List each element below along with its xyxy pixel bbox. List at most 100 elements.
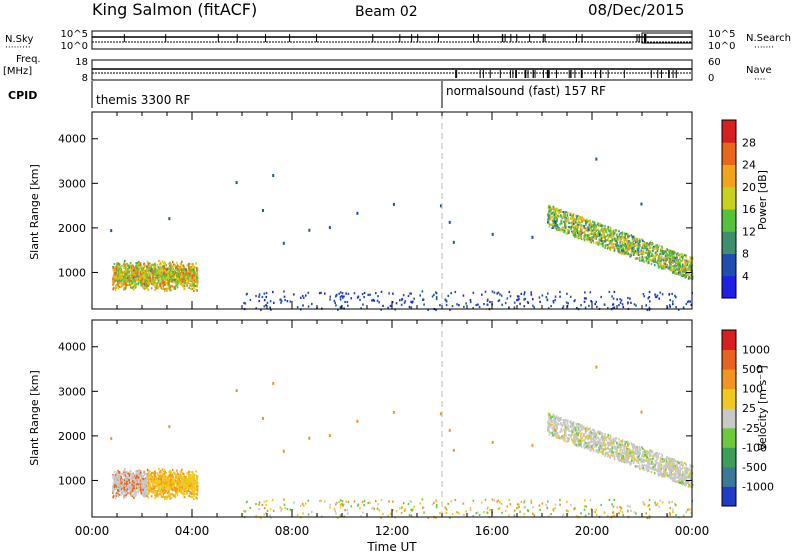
power-cell xyxy=(284,299,286,301)
velocity-cell xyxy=(175,477,177,479)
power-cell xyxy=(246,293,248,295)
velocity-cell xyxy=(120,494,122,496)
velocity-cell xyxy=(121,485,123,487)
power-cell xyxy=(166,268,168,270)
power-cell xyxy=(114,263,116,265)
power-cell xyxy=(594,237,596,239)
power-cell xyxy=(626,240,628,242)
velocity-cell xyxy=(125,487,127,489)
power-cell-isolated xyxy=(168,217,170,220)
nave-tick-low: 0 xyxy=(708,73,714,84)
power-cell xyxy=(661,250,663,252)
velocity-cell xyxy=(188,487,190,489)
power-cell xyxy=(607,239,609,241)
velocity-cell xyxy=(166,476,168,478)
power-cell xyxy=(547,299,549,301)
power-cell xyxy=(329,296,331,298)
power-cell xyxy=(621,299,623,301)
power-cell xyxy=(530,291,532,293)
power-cell xyxy=(600,243,602,245)
power-cell xyxy=(112,288,114,290)
power-cell xyxy=(596,242,598,244)
power-cell xyxy=(245,302,247,304)
power-cell xyxy=(646,259,648,261)
power-cell xyxy=(452,305,454,307)
power-cell xyxy=(130,265,132,267)
power-cell xyxy=(182,272,184,274)
power-cell xyxy=(618,245,620,247)
power-cell xyxy=(506,297,508,299)
velocity-cell xyxy=(158,482,160,484)
power-cell xyxy=(574,227,576,229)
power-cell xyxy=(589,219,591,221)
power-cell xyxy=(620,251,622,253)
power-cell xyxy=(633,248,635,250)
power-cell xyxy=(679,256,681,258)
power-cell xyxy=(593,231,595,233)
power-cell xyxy=(410,293,412,295)
power-cell xyxy=(187,275,189,277)
velocity-cell xyxy=(159,491,161,493)
colorbar-swatch xyxy=(722,187,736,210)
power-cell xyxy=(548,210,550,212)
power-cell xyxy=(191,272,193,274)
velocity-cell xyxy=(134,491,136,493)
power-cell xyxy=(169,286,171,288)
power-cell xyxy=(679,268,681,270)
power-cell xyxy=(138,262,140,264)
power-cell xyxy=(672,261,674,263)
power-cell xyxy=(650,243,652,245)
power-cell xyxy=(369,294,371,296)
power-cell xyxy=(635,237,637,239)
velocity-cell xyxy=(162,482,164,484)
power-cell xyxy=(592,221,594,223)
power-cell xyxy=(527,301,529,303)
velocity-cell xyxy=(182,480,184,482)
velocity-cell xyxy=(179,480,181,482)
power-cell xyxy=(638,258,640,260)
power-cell xyxy=(188,282,190,284)
power-cell xyxy=(523,298,525,300)
velocity-cell xyxy=(192,491,194,493)
power-cell xyxy=(334,302,336,304)
velocity-cell xyxy=(178,486,180,488)
velocity-cell xyxy=(133,497,135,499)
power-cell xyxy=(347,301,349,303)
power-cell xyxy=(622,250,624,252)
colorbar-swatch xyxy=(722,165,736,188)
power-cell xyxy=(553,217,555,219)
power-cell xyxy=(433,294,435,296)
velocity-cell xyxy=(184,496,186,498)
power-cell xyxy=(637,248,639,250)
velocity-cell xyxy=(184,493,186,495)
power-cell xyxy=(147,261,149,263)
power-cell xyxy=(262,296,264,298)
velocity-cell xyxy=(174,494,176,496)
power-cell xyxy=(598,240,600,242)
power-cell xyxy=(567,220,569,222)
power-cell xyxy=(146,283,148,285)
power-cell xyxy=(532,298,534,300)
power-cell xyxy=(633,239,635,241)
velocity-cell xyxy=(139,485,141,487)
power-cell xyxy=(473,292,475,294)
velocity-cell xyxy=(142,489,144,491)
power-cell xyxy=(145,280,147,282)
y-tick-label: 4000 xyxy=(58,133,86,146)
power-cell xyxy=(143,263,145,265)
velocity-cell xyxy=(158,468,160,470)
power-cell xyxy=(126,264,128,266)
nsearch-tick-high: 10^5 xyxy=(708,29,735,40)
power-cell xyxy=(576,229,578,231)
power-cell xyxy=(116,275,118,277)
velocity-cell xyxy=(157,493,159,495)
velocity-cell xyxy=(143,474,145,476)
power-cell xyxy=(146,270,148,272)
power-cell xyxy=(175,288,177,290)
power-cell xyxy=(166,277,168,279)
power-cell xyxy=(149,276,151,278)
power-cell xyxy=(564,216,566,218)
power-cell xyxy=(174,286,176,288)
power-cell xyxy=(641,252,643,254)
power-cell xyxy=(192,270,194,272)
